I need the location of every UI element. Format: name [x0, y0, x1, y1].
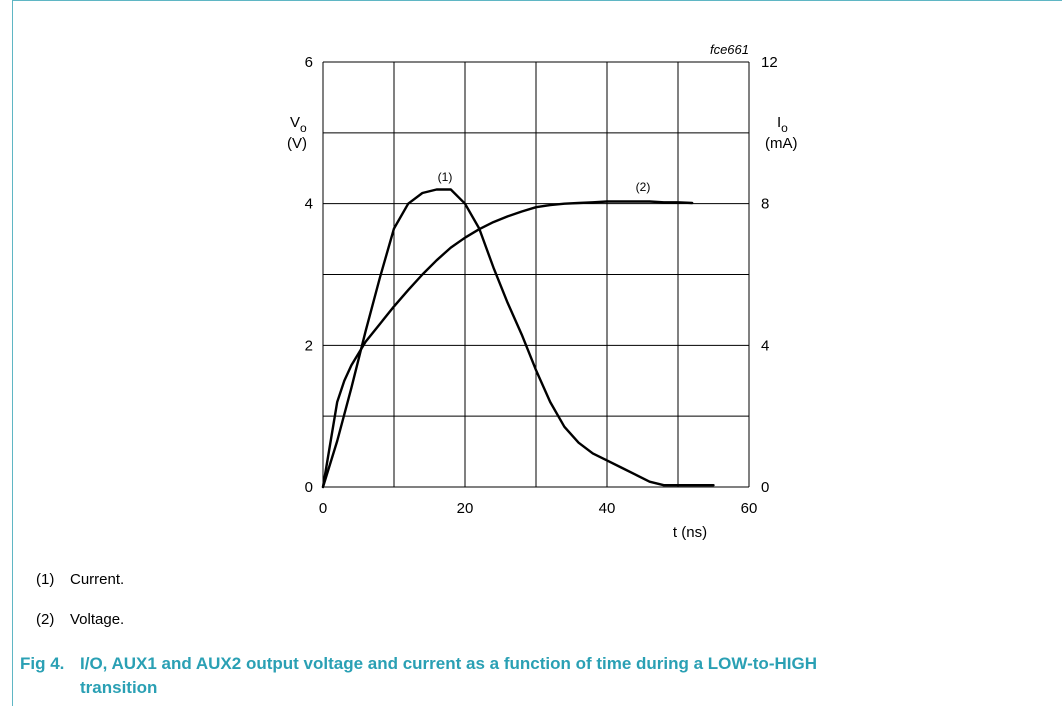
y-right-axis-label: Io [777, 114, 788, 135]
y-left-tick-label: 4 [305, 196, 313, 213]
legend-item-current: (1) Current. [36, 571, 124, 588]
y-left-axis-unit: (V) [287, 135, 307, 152]
figure-caption: Fig 4. I/O, AUX1 and AUX2 output voltage … [20, 652, 840, 700]
figure-id-label: fce661 [710, 42, 749, 57]
figure-caption-text: I/O, AUX1 and AUX2 output voltage and cu… [80, 654, 817, 697]
x-axis-label: t (ns) [673, 524, 707, 541]
y-right-tick-label: 12 [761, 54, 778, 71]
x-tick-label: 60 [741, 500, 758, 517]
y-left-axis-label: Vo [290, 114, 307, 135]
legend-item-voltage: (2) Voltage. [36, 611, 124, 628]
frame-top-border [12, 0, 1062, 1]
x-tick-label: 40 [599, 500, 616, 517]
y-left-tick-label: 6 [305, 54, 313, 71]
frame-left-border [12, 0, 13, 706]
legend-key: (1) [36, 571, 55, 588]
series-line-2 [321, 200, 694, 489]
figure-number: Fig 4. [20, 654, 65, 673]
series-label-2: (2) [636, 180, 651, 194]
series-label-1: (1) [438, 170, 453, 184]
x-tick-label: 20 [457, 500, 474, 517]
legend-key: (2) [36, 611, 55, 628]
x-tick-label: 0 [319, 500, 327, 517]
y-right-tick-label: 4 [761, 337, 769, 354]
y-right-tick-label: 8 [761, 196, 769, 213]
y-left-tick-label: 2 [305, 337, 313, 354]
legend-text: Current. [70, 571, 125, 588]
y-left-tick-label: 0 [305, 479, 313, 496]
legend-text: Voltage. [70, 611, 125, 628]
y-right-axis-unit: (mA) [765, 135, 798, 152]
y-right-tick-label: 0 [761, 479, 769, 496]
series-line-1 [321, 188, 715, 489]
